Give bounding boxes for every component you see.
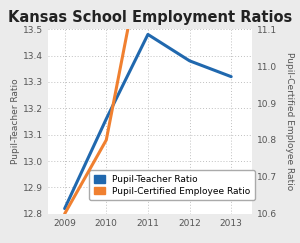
Pupil-Certified Employee Ratio (104, 139, 108, 141)
Title: Kansas School Employment Ratios: Kansas School Employment Ratios (8, 10, 292, 25)
Y-axis label: Pupil-Certified Employee Ratio: Pupil-Certified Employee Ratio (285, 52, 294, 191)
Pupil-Teacher Ratio (146, 33, 150, 36)
Pupil-Teacher Ratio (230, 75, 233, 78)
Line: Pupil-Teacher Ratio: Pupil-Teacher Ratio (65, 35, 231, 208)
Pupil-Teacher Ratio (188, 59, 191, 62)
Pupil-Teacher Ratio (104, 117, 108, 120)
Line: Pupil-Certified Employee Ratio: Pupil-Certified Employee Ratio (65, 0, 231, 214)
Legend: Pupil-Teacher Ratio, Pupil-Certified Employee Ratio: Pupil-Teacher Ratio, Pupil-Certified Emp… (89, 170, 255, 200)
Pupil-Certified Employee Ratio (63, 212, 67, 215)
Y-axis label: Pupil-Teacher Ratio: Pupil-Teacher Ratio (11, 79, 20, 164)
Pupil-Teacher Ratio (63, 207, 67, 210)
